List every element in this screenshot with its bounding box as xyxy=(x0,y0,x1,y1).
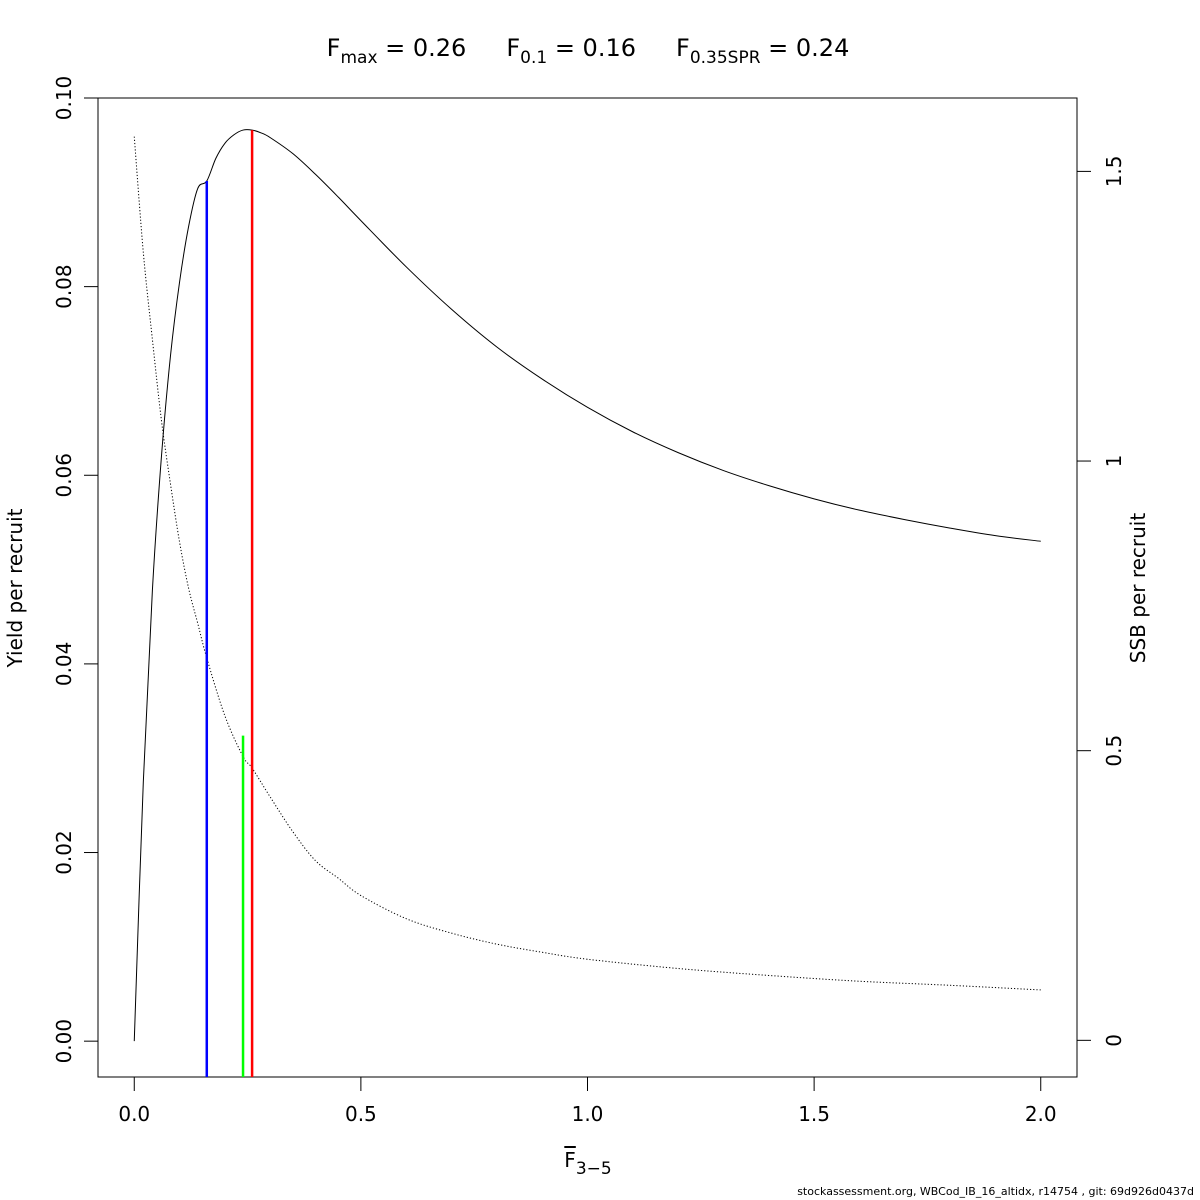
x-tick-label: 0.5 xyxy=(345,1102,377,1126)
x-tick-label: 0.0 xyxy=(118,1102,150,1126)
y-right-tick-label: 1 xyxy=(1102,455,1126,468)
axes: 0.0 0.5 1.0 1.5 2.0 0.00 0.02 0.04 0.06 0.08 0.10 0… xyxy=(52,76,1126,1126)
x-tick-label: 2.0 xyxy=(1025,1102,1057,1126)
plot-frame xyxy=(97,97,1078,1078)
y-left-tick-label: 0.00 xyxy=(52,1019,76,1064)
x-tick-label: 1.0 xyxy=(572,1102,604,1126)
y-left-tick-label: 0.10 xyxy=(52,76,76,121)
y-left-axis-title: Yield per recruit xyxy=(3,508,27,668)
footer-caption: stockassessment.org, WBCod_IB_16_altidx,… xyxy=(797,1185,1194,1198)
y-right-tick-label: 0.5 xyxy=(1102,735,1126,767)
x-axis-title: F3−5 xyxy=(564,1148,611,1179)
y-right-tick-label: 0 xyxy=(1102,1034,1126,1047)
y-left-tick-label: 0.02 xyxy=(52,830,76,875)
y-left-tick-label: 0.08 xyxy=(52,264,76,309)
chart-title: Fmax = 0.26 F0.1 = 0.16 F0.35SPR = 0.24 xyxy=(327,34,850,68)
y-left-tick-label: 0.04 xyxy=(52,642,76,687)
y-right-tick-label: 1.5 xyxy=(1102,155,1126,187)
ssb-curve xyxy=(133,136,1041,991)
chart-marks xyxy=(133,129,1041,1077)
y-right-axis-title: SSB per recruit xyxy=(1126,513,1150,664)
y-left-tick-label: 0.06 xyxy=(52,453,76,498)
x-tick-label: 1.5 xyxy=(798,1102,830,1126)
ypr-curve xyxy=(133,129,1041,1042)
